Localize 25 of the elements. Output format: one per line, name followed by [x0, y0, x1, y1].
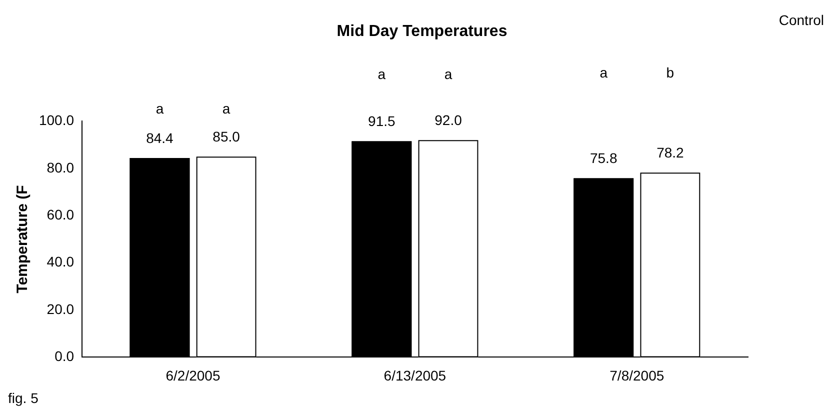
y-axis-title: Temperature (F — [14, 185, 32, 294]
x-tick-label: 6/2/2005 — [166, 367, 220, 384]
data-label: 75.8 — [590, 150, 618, 166]
data-label: 85.0 — [212, 128, 240, 144]
text: a — [600, 64, 608, 81]
text: a — [444, 66, 452, 82]
y-tick-label: 40.0 — [46, 254, 74, 270]
caption: fig. 5 — [8, 390, 39, 406]
x-tick-label: 6/13/2005 — [384, 367, 446, 384]
y-tick-label: 80.0 — [46, 159, 74, 176]
y-tick-label: 0.0 — [54, 348, 74, 364]
data-label: 91.5 — [368, 113, 396, 130]
text: a — [378, 66, 386, 82]
data-label: 84.4 — [146, 130, 174, 146]
chart-title: Mid Day Temperatures — [336, 23, 508, 40]
y-tick-label: 60.0 — [46, 206, 74, 222]
text: a — [222, 100, 230, 116]
text: a — [156, 100, 164, 116]
data-label: 92.0 — [434, 112, 462, 128]
text: b — [666, 64, 674, 81]
x-tick-label: 7/8/2005 — [610, 367, 664, 384]
y-tick-label: 20.0 — [46, 300, 74, 317]
y-tick-label: 100.0 — [38, 112, 74, 128]
text: Control — [778, 12, 824, 28]
data-label: 78.2 — [656, 144, 684, 161]
